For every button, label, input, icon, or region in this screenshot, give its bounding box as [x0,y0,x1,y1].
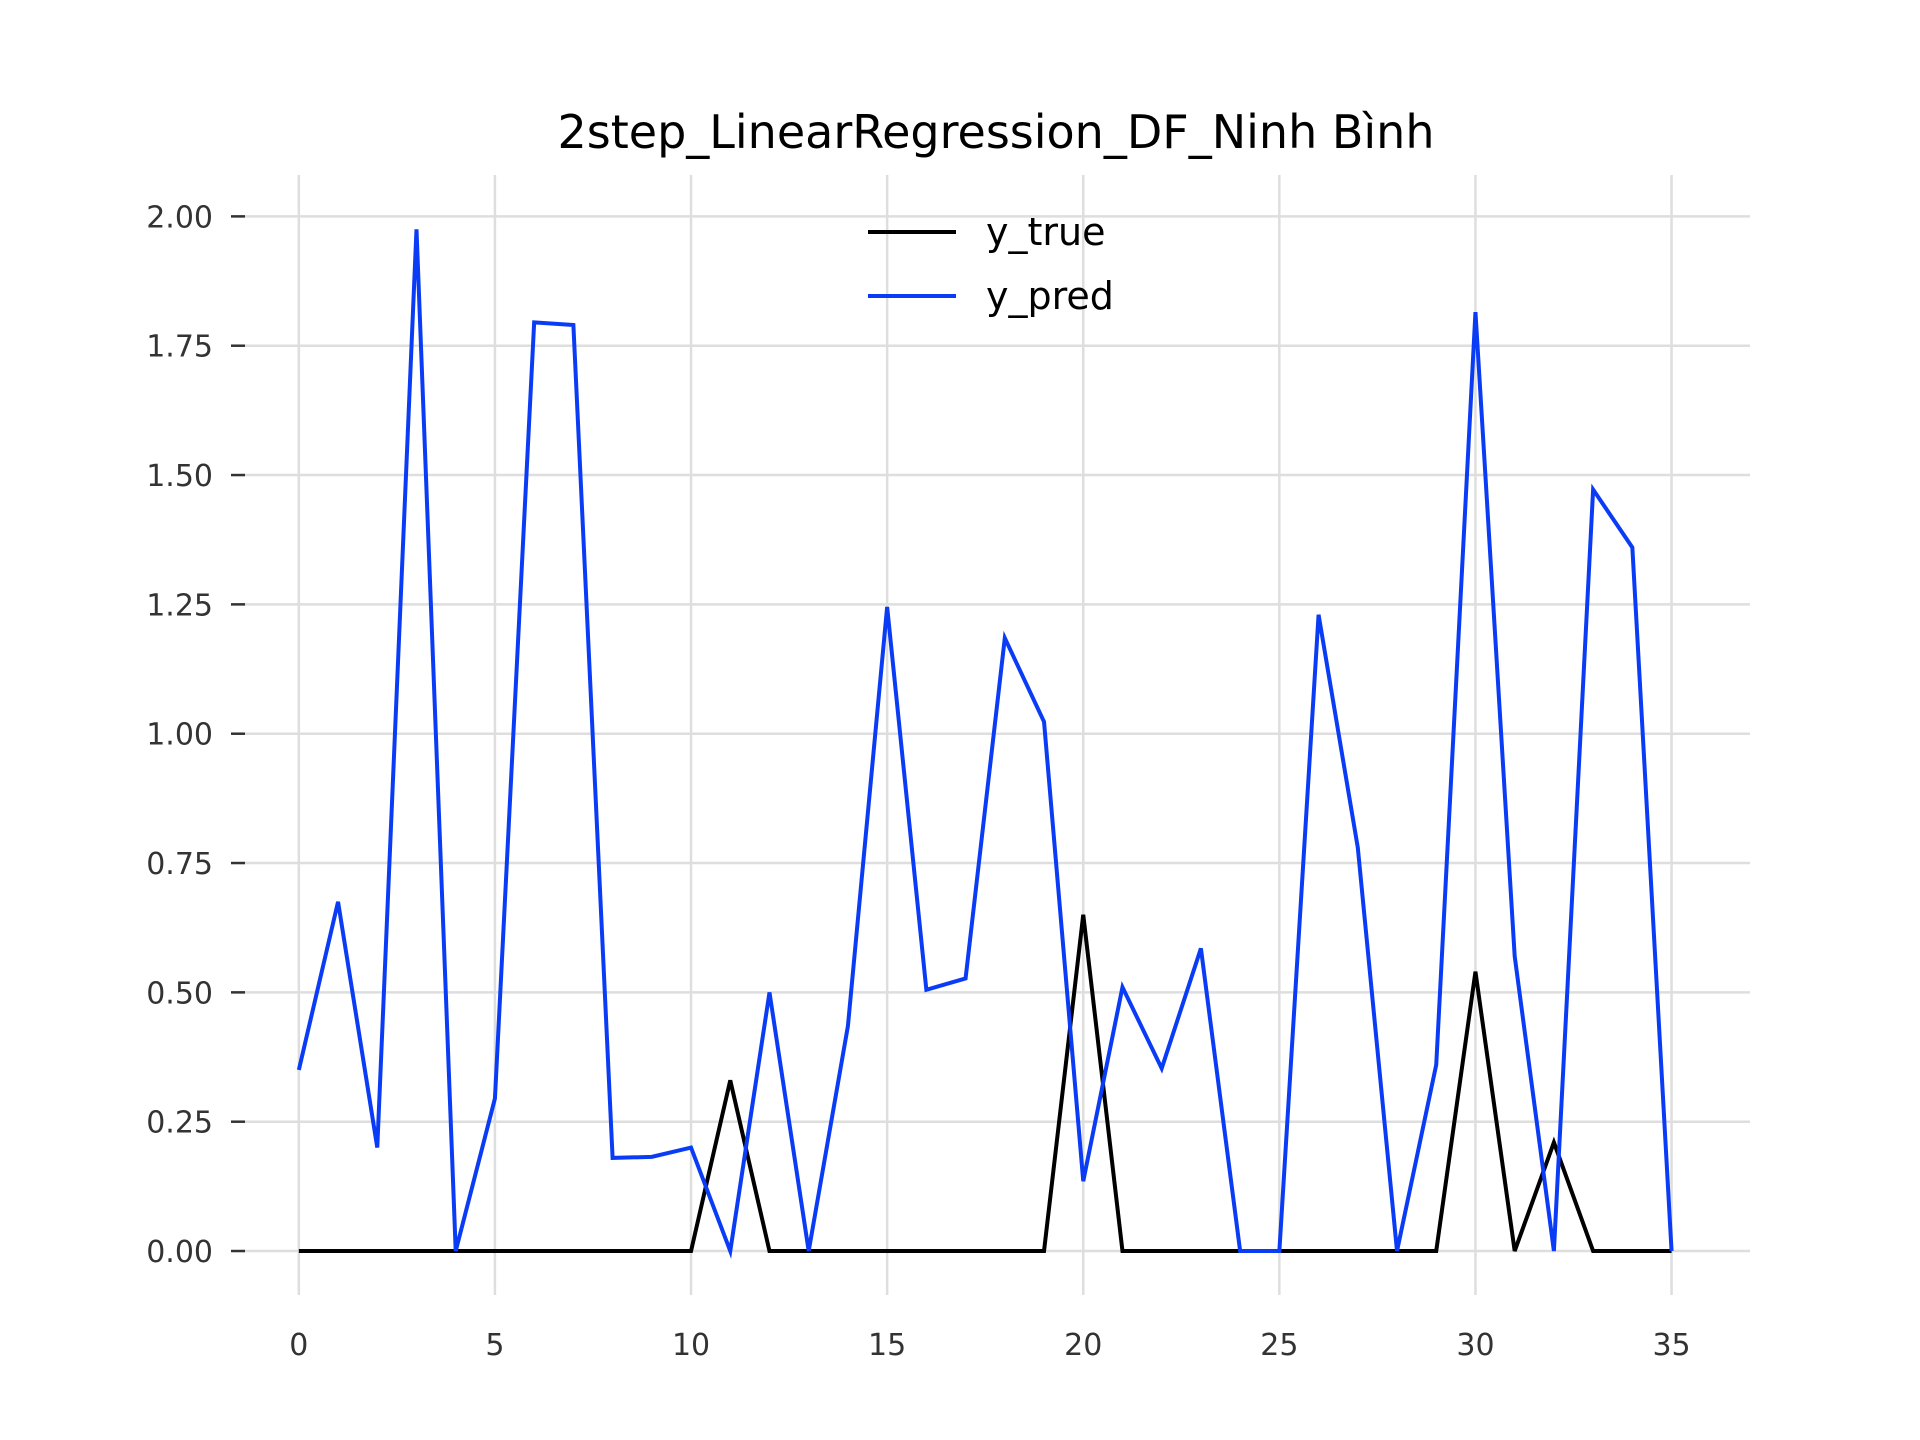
x-tick-label: 0 [289,1328,308,1363]
y-tick-label: 0.00 [146,1235,213,1270]
series-line-y-pred [296,229,1674,1259]
y-tick-label: 0.25 [146,1106,213,1141]
y-tick-label: 2.00 [146,200,213,235]
x-tick-label: 30 [1456,1328,1494,1363]
legend-label-y-true: y_true [986,210,1105,254]
y-tick-label: 1.25 [146,588,213,623]
series-layer [296,229,1674,1259]
legend-label-y-pred: y_pred [986,274,1114,318]
x-tick-label: 25 [1260,1328,1298,1363]
series-line-y-true [298,914,1672,1254]
x-tick-label: 5 [485,1328,504,1363]
x-tick-label: 20 [1064,1328,1102,1363]
chart-title: 2step_LinearRegression_DF_Ninh Bình [558,105,1435,159]
axis-layer: 0 5 10 15 20 25 30 35 0.00 0.25 0.50 0.75 1.00 1.25 1.… [146,200,1690,1363]
x-tick-label: 35 [1652,1328,1690,1363]
x-tick-label: 15 [868,1328,906,1363]
legend: y_true y_pred [868,210,1114,318]
y-tick-label: 1.00 [146,718,213,753]
y-tick-label: 0.50 [146,976,213,1011]
x-tick-label: 10 [672,1328,710,1363]
y-tick-label: 1.75 [146,330,213,365]
y-tick-label: 1.50 [146,459,213,494]
y-tick-label: 0.75 [146,847,213,882]
